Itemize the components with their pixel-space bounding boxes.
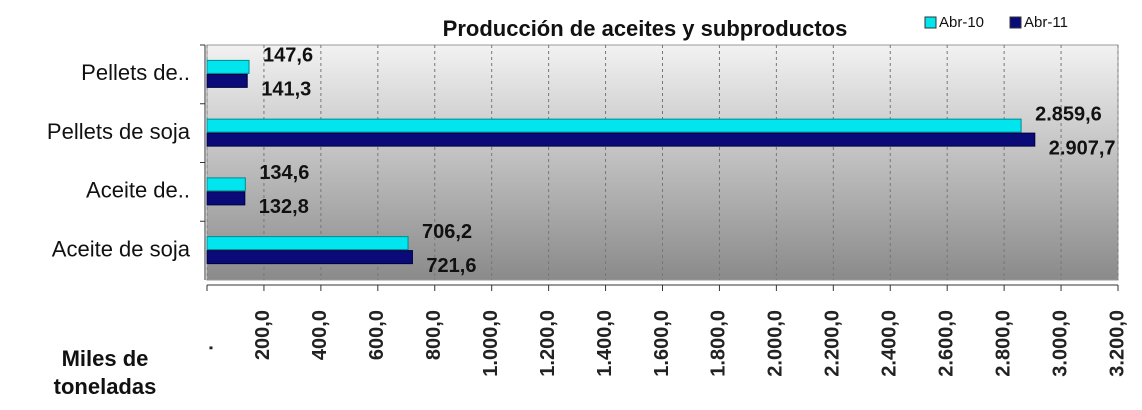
legend-label: Abr-11: [1024, 14, 1068, 31]
x-tick-label: 400,0: [309, 310, 331, 360]
value-label: 2.907,7: [1049, 137, 1116, 159]
bar: [206, 118, 1022, 133]
x-tick-label: .: [195, 345, 217, 351]
y-tick-label: Aceite de soja: [52, 236, 191, 261]
bar: [206, 250, 413, 265]
x-tick-label: 1.000,0: [480, 310, 502, 377]
x-tick-label: 1.800,0: [708, 310, 730, 377]
legend-swatch: [1009, 16, 1022, 29]
x-tick-label: 200,0: [252, 310, 274, 360]
bar: [206, 177, 246, 192]
value-label: 2.859,6: [1035, 103, 1102, 125]
value-label: 141,3: [261, 79, 311, 101]
value-label: 147,6: [263, 45, 313, 67]
x-tick-label: 800,0: [423, 310, 445, 360]
bar: [206, 236, 409, 251]
legend-swatch: [924, 16, 937, 29]
x-tick-label: 2.000,0: [765, 310, 787, 377]
x-tick-label: 3.200,0: [1106, 310, 1128, 377]
x-tick-label: 2.400,0: [879, 310, 901, 377]
chart-title: Producción de aceites y subproductos: [443, 16, 848, 41]
x-tick-label: 600,0: [366, 310, 388, 360]
x-tick-label: 2.600,0: [935, 310, 957, 377]
x-tick-label: 2.800,0: [992, 310, 1014, 377]
bar: [206, 191, 246, 206]
x-tick-label: 3.000,0: [1049, 310, 1071, 377]
x-tick-label: 1.600,0: [651, 310, 673, 377]
x-tick-label: 1.200,0: [537, 310, 559, 377]
value-label: 132,8: [259, 196, 309, 218]
y-tick-label: Pellets de..: [81, 60, 190, 85]
axis-title: Miles de toneladas: [53, 346, 157, 399]
x-tick-label: 1.400,0: [594, 310, 616, 377]
value-label: 134,6: [259, 162, 309, 184]
bar: [206, 59, 250, 74]
bar: [206, 132, 1036, 147]
y-tick-label: Pellets de soja: [47, 119, 191, 144]
y-tick-label: Aceite de..: [86, 178, 190, 203]
value-label: 706,2: [422, 221, 472, 243]
x-tick-label: 2.200,0: [822, 310, 844, 377]
legend-label: Abr-10: [939, 14, 984, 31]
value-label: 721,6: [426, 255, 476, 277]
bar: [206, 73, 248, 88]
